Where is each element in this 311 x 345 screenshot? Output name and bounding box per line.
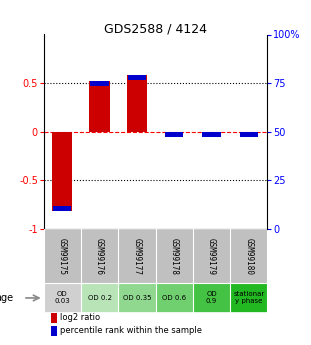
Bar	[127, 75, 147, 132]
Text: OD 0.2: OD 0.2	[87, 295, 112, 301]
Bar	[44, 284, 81, 313]
Bar	[118, 284, 156, 313]
Bar	[239, 132, 258, 137]
Text: GSM99179: GSM99179	[207, 238, 216, 275]
Bar	[193, 284, 230, 313]
Bar	[230, 284, 267, 313]
Bar	[81, 229, 118, 284]
Bar	[44, 229, 81, 284]
Bar	[156, 284, 193, 313]
Bar	[230, 229, 267, 284]
Bar	[89, 81, 110, 132]
Bar	[128, 75, 146, 80]
Text: percentile rank within the sample: percentile rank within the sample	[60, 326, 202, 335]
Bar	[51, 313, 57, 323]
Bar	[51, 326, 57, 336]
Text: log2 ratio: log2 ratio	[60, 314, 100, 323]
Text: OD 0.6: OD 0.6	[162, 295, 186, 301]
Bar	[90, 81, 109, 86]
Bar	[118, 229, 156, 284]
Bar	[165, 132, 183, 137]
Bar	[81, 284, 118, 313]
Text: OD
0.03: OD 0.03	[54, 292, 70, 305]
Text: OD
0.9: OD 0.9	[206, 292, 217, 305]
Text: GSM99177: GSM99177	[132, 238, 141, 275]
Bar	[193, 229, 230, 284]
Text: stationar
y phase: stationar y phase	[233, 292, 264, 305]
Text: GDS2588 / 4124: GDS2588 / 4124	[104, 22, 207, 36]
Text: age: age	[0, 293, 14, 303]
Text: GSM99176: GSM99176	[95, 238, 104, 275]
Bar	[52, 132, 72, 211]
Text: GSM99178: GSM99178	[170, 238, 179, 275]
Text: OD 0.35: OD 0.35	[123, 295, 151, 301]
Text: GSM99175: GSM99175	[58, 238, 67, 275]
Bar	[156, 229, 193, 284]
Text: GSM99180: GSM99180	[244, 238, 253, 275]
Bar	[202, 132, 221, 137]
Bar	[53, 206, 72, 211]
